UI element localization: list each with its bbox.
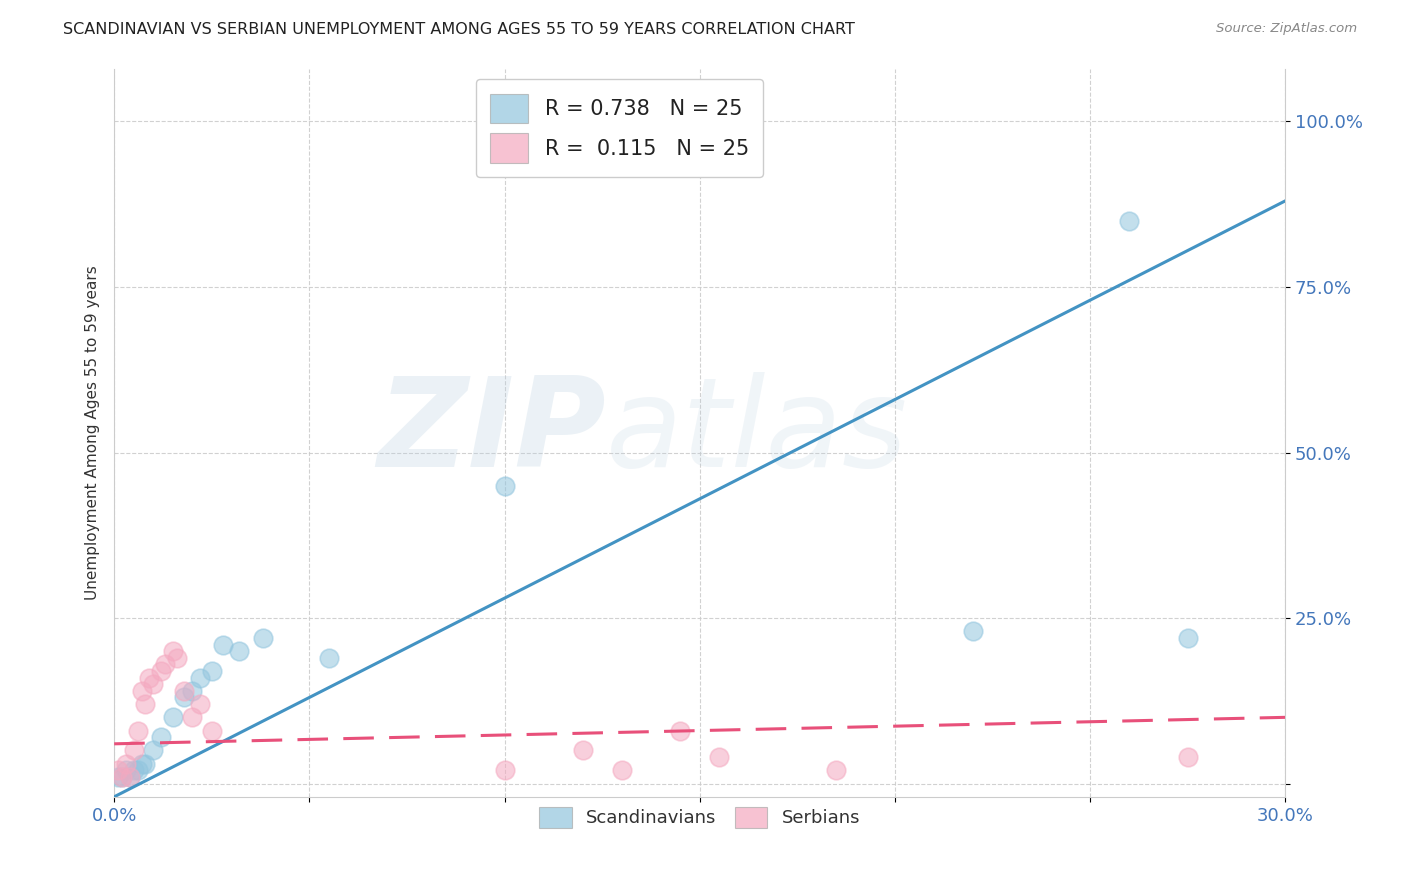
Point — [166, 650, 188, 665]
Point — [134, 756, 156, 771]
Point — [107, 764, 129, 778]
Point — [122, 743, 145, 757]
Point — [318, 650, 340, 665]
Point — [201, 723, 224, 738]
Point — [494, 478, 516, 492]
Point — [162, 710, 184, 724]
Text: ZIP: ZIP — [377, 372, 606, 493]
Point — [650, 114, 672, 128]
Point — [150, 664, 173, 678]
Point — [571, 743, 593, 757]
Point — [150, 730, 173, 744]
Text: Source: ZipAtlas.com: Source: ZipAtlas.com — [1216, 22, 1357, 36]
Point — [127, 764, 149, 778]
Point — [127, 723, 149, 738]
Point — [162, 644, 184, 658]
Point — [107, 770, 129, 784]
Point — [669, 723, 692, 738]
Point — [111, 770, 134, 784]
Point — [131, 683, 153, 698]
Point — [212, 638, 235, 652]
Point — [142, 743, 165, 757]
Point — [131, 756, 153, 771]
Point — [118, 770, 141, 784]
Point — [188, 671, 211, 685]
Point — [1177, 631, 1199, 645]
Text: SCANDINAVIAN VS SERBIAN UNEMPLOYMENT AMONG AGES 55 TO 59 YEARS CORRELATION CHART: SCANDINAVIAN VS SERBIAN UNEMPLOYMENT AMO… — [63, 22, 855, 37]
Point — [118, 770, 141, 784]
Point — [122, 764, 145, 778]
Point — [709, 750, 731, 764]
Point — [610, 764, 633, 778]
Point — [134, 697, 156, 711]
Point — [1177, 750, 1199, 764]
Point — [181, 710, 204, 724]
Point — [228, 644, 250, 658]
Point — [173, 690, 195, 705]
Point — [1118, 214, 1140, 228]
Point — [962, 624, 984, 639]
Point — [709, 114, 731, 128]
Point — [173, 683, 195, 698]
Point — [115, 756, 138, 771]
Point — [115, 764, 138, 778]
Point — [188, 697, 211, 711]
Legend: Scandinavians, Serbians: Scandinavians, Serbians — [531, 800, 868, 835]
Point — [138, 671, 160, 685]
Point — [825, 764, 848, 778]
Point — [201, 664, 224, 678]
Y-axis label: Unemployment Among Ages 55 to 59 years: Unemployment Among Ages 55 to 59 years — [86, 265, 100, 600]
Point — [142, 677, 165, 691]
Point — [111, 770, 134, 784]
Point — [494, 764, 516, 778]
Point — [252, 631, 274, 645]
Text: atlas: atlas — [606, 372, 908, 493]
Point — [153, 657, 176, 672]
Point — [181, 683, 204, 698]
